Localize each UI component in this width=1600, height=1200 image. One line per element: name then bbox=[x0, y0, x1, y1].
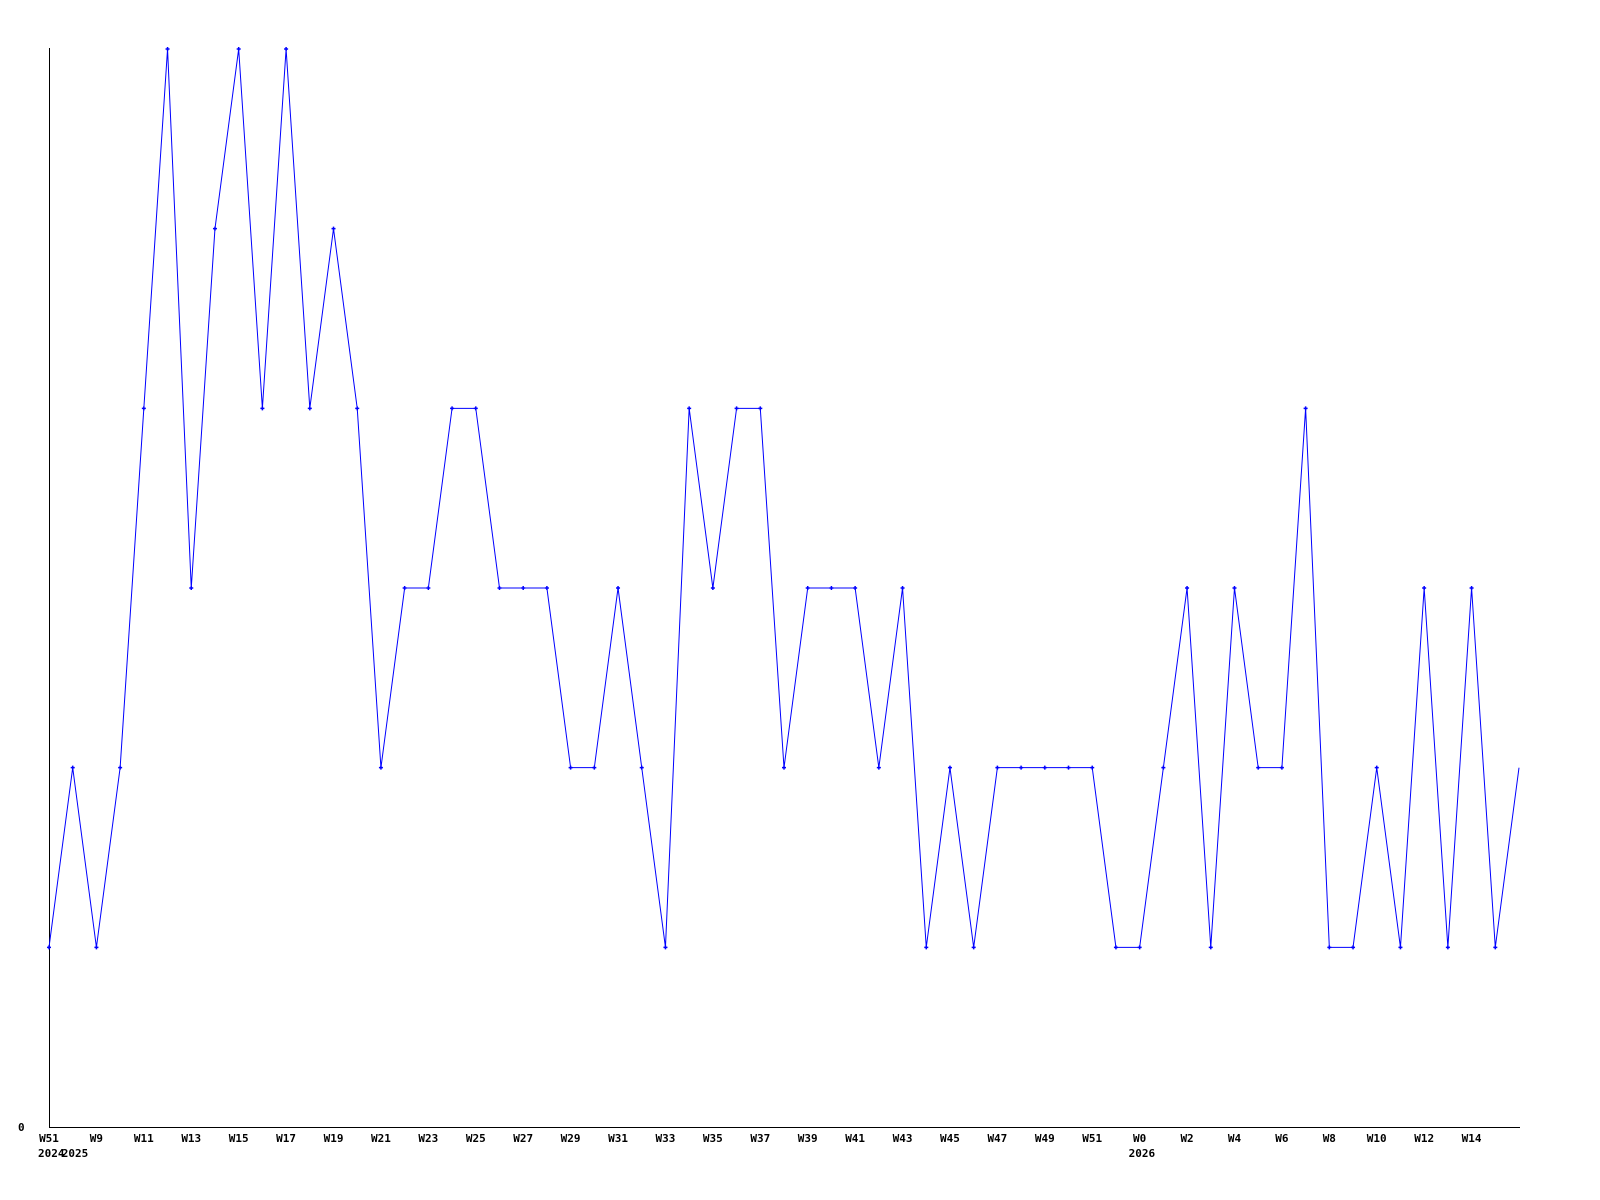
data-point bbox=[1232, 586, 1237, 590]
x-tick-label: W25 bbox=[466, 1132, 486, 1145]
data-point bbox=[1090, 765, 1095, 770]
data-point bbox=[1303, 406, 1308, 411]
x-tick-label: W10 bbox=[1367, 1132, 1387, 1145]
data-point bbox=[521, 586, 526, 590]
data-point bbox=[378, 765, 383, 770]
data-point bbox=[70, 765, 75, 770]
x-tick-label: W41 bbox=[845, 1132, 865, 1145]
data-point bbox=[782, 765, 786, 770]
data-point bbox=[734, 406, 739, 411]
data-point bbox=[307, 406, 312, 411]
x-tick-label: W14 bbox=[1462, 1132, 1482, 1145]
x-tick-label: W27 bbox=[513, 1132, 533, 1145]
year-label: 2025 bbox=[62, 1147, 89, 1160]
data-point bbox=[710, 586, 715, 590]
data-point bbox=[1185, 586, 1190, 590]
data-point bbox=[568, 765, 573, 770]
data-point bbox=[450, 406, 455, 411]
data-point bbox=[1019, 765, 1024, 770]
x-tick-label: W35 bbox=[703, 1132, 723, 1145]
data-point bbox=[1066, 765, 1071, 770]
x-tick-label: W21 bbox=[371, 1132, 391, 1145]
data-point bbox=[1279, 765, 1284, 770]
data-point bbox=[1256, 765, 1261, 770]
x-tick-label: W29 bbox=[561, 1132, 581, 1145]
data-point bbox=[1469, 586, 1474, 590]
x-tick-label: W49 bbox=[1035, 1132, 1055, 1145]
data-point bbox=[971, 945, 976, 950]
data-point bbox=[853, 586, 858, 590]
data-point bbox=[141, 406, 146, 411]
x-tick-label: W11 bbox=[134, 1132, 154, 1145]
data-point bbox=[355, 406, 360, 411]
data-point bbox=[1042, 765, 1047, 770]
data-point bbox=[876, 765, 881, 770]
data-point bbox=[47, 945, 51, 950]
data-point bbox=[829, 586, 834, 590]
data-point bbox=[544, 586, 549, 590]
data-point bbox=[118, 765, 123, 770]
x-tick-label: W47 bbox=[987, 1132, 1007, 1145]
data-point bbox=[284, 47, 289, 51]
data-point bbox=[616, 586, 621, 590]
x-tick-label: W51 bbox=[39, 1132, 59, 1145]
data-point bbox=[947, 765, 952, 770]
data-point bbox=[94, 945, 99, 950]
data-point bbox=[900, 586, 905, 590]
x-tick-label: W15 bbox=[229, 1132, 249, 1145]
data-point bbox=[639, 765, 644, 770]
x-tick-label: W0 bbox=[1133, 1132, 1146, 1145]
data-point bbox=[426, 586, 431, 590]
x-tick-label: W37 bbox=[750, 1132, 770, 1145]
x-tick-label: W6 bbox=[1275, 1132, 1289, 1145]
data-point bbox=[687, 406, 692, 411]
x-tick-label: W12 bbox=[1414, 1132, 1434, 1145]
data-point bbox=[1161, 765, 1166, 770]
data-point bbox=[924, 945, 929, 950]
data-point bbox=[663, 945, 668, 950]
data-point bbox=[1327, 945, 1332, 950]
x-tick-label: W2 bbox=[1180, 1132, 1193, 1145]
data-point bbox=[212, 226, 217, 231]
year-label: 2024 bbox=[38, 1147, 65, 1160]
x-tick-label: W31 bbox=[608, 1132, 628, 1145]
data-point bbox=[1113, 945, 1118, 950]
data-point bbox=[1208, 945, 1213, 950]
x-tick-label: W17 bbox=[276, 1132, 296, 1145]
data-point bbox=[1445, 945, 1450, 950]
x-tick-label: W51 bbox=[1082, 1132, 1102, 1145]
data-point bbox=[805, 586, 810, 590]
data-point bbox=[497, 586, 502, 590]
data-point bbox=[236, 47, 241, 51]
data-point bbox=[1422, 586, 1427, 590]
x-tick-label: W43 bbox=[893, 1132, 913, 1145]
year-label: 2026 bbox=[1129, 1147, 1156, 1160]
data-point bbox=[1398, 945, 1403, 950]
x-tick-label: W19 bbox=[324, 1132, 344, 1145]
data-point bbox=[995, 765, 1000, 770]
data-point bbox=[331, 226, 336, 231]
data-point bbox=[1493, 945, 1498, 950]
data-point bbox=[260, 406, 265, 411]
x-tick-label: W23 bbox=[418, 1132, 438, 1145]
x-tick-label: W39 bbox=[798, 1132, 818, 1145]
data-point bbox=[592, 765, 597, 770]
y-tick-label-0: 0 bbox=[18, 1121, 25, 1134]
x-tick-label: W45 bbox=[940, 1132, 960, 1145]
x-tick-label: W13 bbox=[181, 1132, 201, 1145]
data-point bbox=[402, 586, 407, 590]
x-tick-label: W9 bbox=[90, 1132, 103, 1145]
data-point bbox=[473, 406, 478, 411]
data-point bbox=[189, 586, 194, 590]
data-point bbox=[1137, 945, 1142, 950]
data-point bbox=[758, 406, 763, 411]
series-line bbox=[48, 48, 1520, 948]
x-tick-label: W4 bbox=[1228, 1132, 1242, 1145]
data-point bbox=[1351, 945, 1356, 950]
x-tick-label: W8 bbox=[1323, 1132, 1336, 1145]
x-tick-label: W33 bbox=[656, 1132, 676, 1145]
data-point bbox=[165, 47, 170, 51]
data-point bbox=[1374, 765, 1379, 770]
